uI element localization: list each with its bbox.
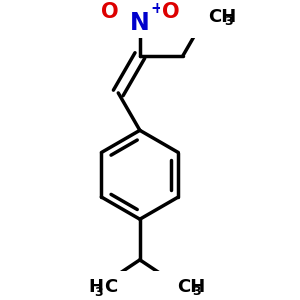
Text: +: +: [150, 1, 163, 16]
Text: CH: CH: [208, 8, 237, 26]
Text: C: C: [104, 278, 117, 296]
Text: CH: CH: [177, 278, 205, 296]
Text: O: O: [161, 2, 179, 22]
Text: H: H: [88, 278, 103, 296]
Text: O: O: [100, 2, 118, 22]
Text: 3: 3: [225, 16, 233, 28]
Text: N: N: [130, 11, 150, 34]
Text: 3: 3: [94, 286, 103, 299]
Text: 3: 3: [192, 285, 201, 298]
